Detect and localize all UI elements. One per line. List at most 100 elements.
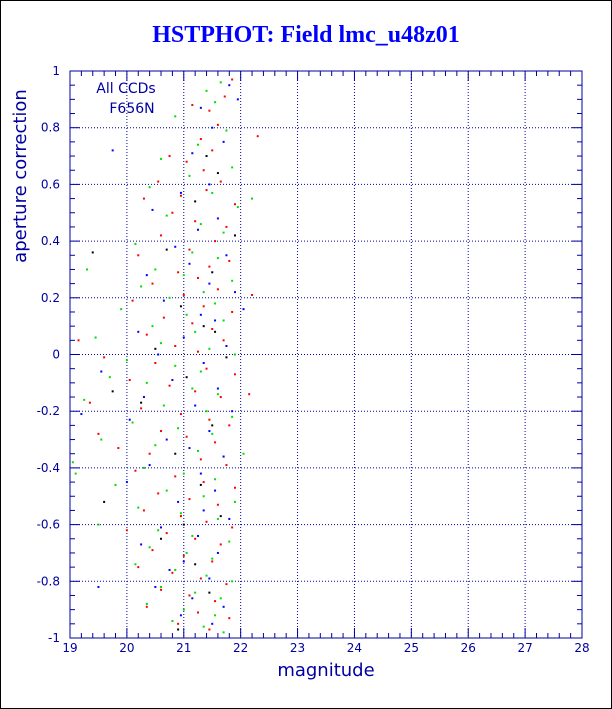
scatter-point [179,191,182,194]
scatter-point [208,347,211,350]
scatter-point [199,458,202,461]
scatter-point [216,257,219,260]
scatter-point [145,333,148,336]
scatter-point [114,483,117,486]
scatter-point [145,381,148,384]
scatter-point [134,242,137,245]
scatter-point [225,129,228,132]
scatter-point [103,500,106,503]
scatter-point [194,390,197,393]
scatter-point [111,390,114,393]
scatter-point [165,438,168,441]
scatter-point [208,282,211,285]
scatter-point [191,152,194,155]
scatter-point [231,279,234,282]
scatter-point [202,495,205,498]
scatter-point [242,452,245,455]
scatter-point [222,140,225,143]
x-tick-labels: 19 20 21 22 23 24 25 26 27 28 [62,641,589,655]
scatter-point [225,225,228,228]
scatter-point [182,523,185,526]
scatter-point [216,517,219,520]
scatter-point [94,336,97,339]
scatter-point [154,444,157,447]
data-points [71,78,259,634]
scatter-point [219,180,222,183]
scatter-point [128,418,131,421]
scatter-point [219,81,222,84]
scatter-point [222,455,225,458]
scatter-point [188,174,191,177]
scatter-point [168,296,171,299]
scatter-point [157,492,160,495]
scatter-point [211,432,214,435]
scatter-point [165,532,168,535]
scatter-point [111,149,114,152]
scatter-point [205,574,208,577]
scatter-point [145,274,148,277]
scatter-point [179,305,182,308]
scatter-point [211,424,214,427]
scatter-point [231,310,234,313]
scatter-point [177,622,180,625]
scatter-point [165,214,168,217]
scatter-point [125,359,128,362]
scatter-point [151,325,154,328]
scatter-point [202,625,205,628]
scatter-point [168,155,171,158]
scatter-point [231,415,234,418]
scatter-point [148,452,151,455]
axis-ticks [69,70,583,639]
scatter-point [222,339,225,342]
scatter-point [233,353,236,356]
scatter-point [219,597,222,600]
scatter-point [233,203,236,206]
scatter-point [157,180,160,183]
scatter-point [216,393,219,396]
scatter-point [197,276,199,279]
scatter-point [97,523,100,526]
scatter-point [199,313,202,316]
scatter-point [157,529,160,532]
y-axis-label: aperture correction [10,89,31,263]
scatter-point [97,585,100,588]
scatter-point [140,543,143,546]
scatter-point [91,251,94,254]
scatter-point [231,526,234,529]
scatter-point [202,291,205,294]
scatter-point [188,447,191,450]
scatter-point [185,551,188,554]
scatter-point [208,591,211,594]
scatter-point [179,515,182,518]
scatter-point [211,271,214,274]
scatter-point [165,248,168,251]
scatter-point [216,123,219,126]
scatter-point [177,427,180,430]
scatter-point [231,166,234,169]
y-tick-label: -0.4 [37,461,60,475]
scatter-point [219,543,222,546]
scatter-point [216,551,219,554]
scatter-point [148,464,151,467]
scatter-point [223,95,226,98]
scatter-point [211,149,214,152]
scatter-point [154,362,157,365]
scatter-point [222,319,225,322]
scatter-point [228,540,231,543]
scatter-point [233,234,236,237]
scatter-point [194,537,197,540]
scatter-point [194,200,197,203]
scatter-point [211,622,214,625]
x-tick-label: 20 [119,641,134,655]
scatter-point [77,339,80,342]
scatter-point [199,106,202,109]
scatter-point [191,387,194,390]
scatter-point [211,191,214,194]
scatter-point [214,319,217,322]
scatter-point [88,401,91,404]
scatter-point [125,529,128,532]
scatter-point [154,585,157,588]
scatter-point [182,336,185,339]
scatter-point [108,376,111,379]
scatter-point [231,580,234,583]
